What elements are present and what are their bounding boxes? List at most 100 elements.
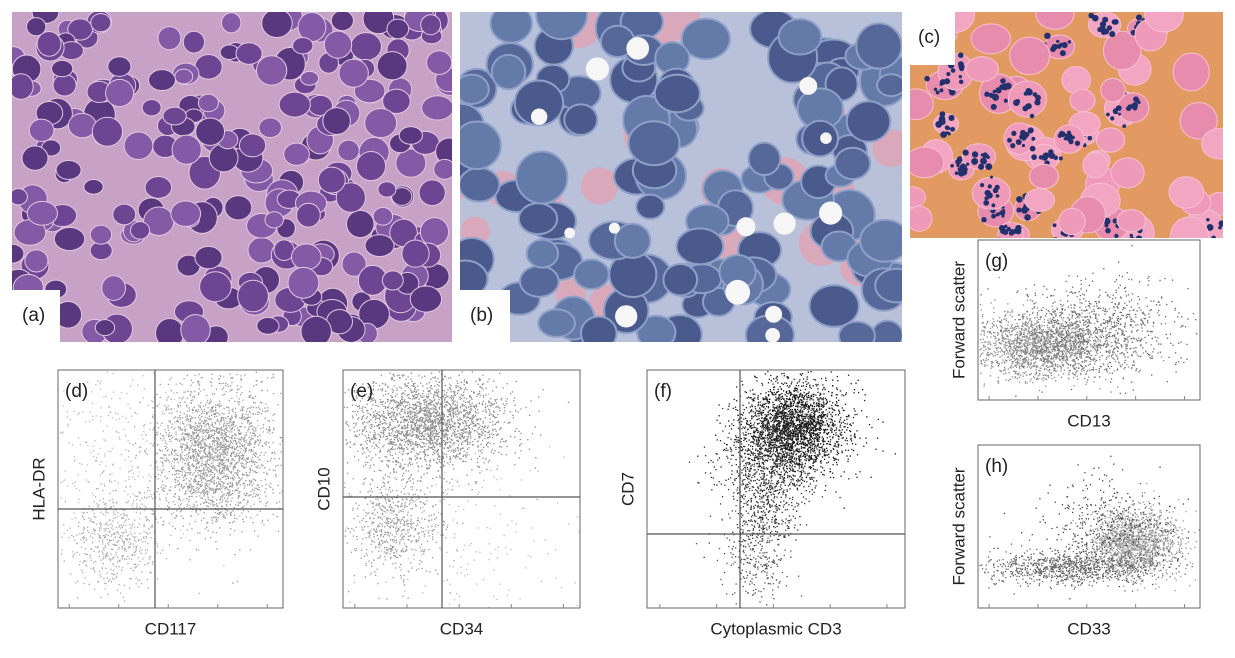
event-dot (145, 541, 146, 542)
event-dot (425, 413, 426, 414)
event-dot (221, 461, 222, 462)
event-dot (125, 530, 126, 531)
event-dot (209, 448, 210, 449)
event-dot (196, 463, 197, 464)
event-dot (217, 419, 218, 420)
event-dot (127, 501, 128, 502)
granule (988, 184, 992, 188)
event-dot (236, 392, 237, 393)
event-dot (239, 417, 240, 418)
event-dot (166, 458, 167, 459)
event-dot (221, 417, 222, 418)
event-dot (207, 400, 208, 401)
event-dot (191, 456, 192, 457)
vacuole (564, 228, 575, 239)
event-dot (370, 441, 371, 442)
event-dot (379, 434, 380, 435)
event-dot (103, 528, 104, 529)
event-dot (203, 478, 204, 479)
event-dot (97, 506, 98, 507)
event-dot (229, 465, 230, 466)
event-dot (191, 392, 192, 393)
event-dot (488, 425, 489, 426)
event-dot (196, 476, 197, 477)
event-dot (231, 463, 232, 464)
event-dot (204, 512, 205, 513)
event-dot (410, 439, 411, 440)
event-dot (458, 449, 459, 450)
event-dot (178, 462, 179, 463)
event-dot (218, 478, 219, 479)
event-dot (406, 470, 407, 471)
granule (984, 92, 989, 97)
event-dot (197, 468, 198, 469)
event-dot (179, 482, 180, 483)
event-dot (401, 410, 402, 411)
event-dot (250, 495, 251, 496)
event-dot (175, 458, 176, 459)
event-dot (208, 471, 209, 472)
event-dot (92, 419, 93, 420)
event-dot (202, 475, 203, 476)
event-dot (227, 498, 228, 499)
event-dot (187, 458, 188, 459)
event-dot (412, 441, 413, 442)
cell (106, 79, 134, 106)
event-dot (135, 551, 136, 552)
event-dot (424, 403, 425, 404)
event-dot (228, 461, 229, 462)
event-dot (396, 462, 397, 463)
cell (453, 122, 501, 170)
event-dot (179, 415, 180, 416)
event-dot (219, 428, 220, 429)
event-dot (403, 448, 404, 449)
event-dot (202, 413, 203, 414)
event-dot (354, 443, 355, 444)
event-dot (118, 549, 119, 550)
event-dot (104, 504, 105, 505)
event-dot (244, 447, 245, 448)
event-dot (414, 424, 415, 425)
event-dot (110, 451, 111, 452)
event-dot (210, 430, 211, 431)
event-dot (108, 415, 109, 416)
event-dot (97, 380, 98, 381)
event-dot (225, 446, 226, 447)
event-dot (125, 538, 126, 539)
event-dot (102, 558, 103, 559)
event-dot (447, 411, 448, 412)
event-dot (505, 400, 506, 401)
event-dot (171, 438, 172, 439)
event-dot (265, 488, 266, 489)
event-dot (375, 405, 376, 406)
event-dot (214, 469, 215, 470)
event-dot (102, 554, 103, 555)
granule (1022, 106, 1028, 112)
cell (1101, 78, 1125, 101)
event-dot (451, 489, 452, 490)
event-dot (138, 586, 139, 587)
event-dot (225, 467, 226, 468)
event-dot (229, 431, 230, 432)
event-dot (182, 432, 183, 433)
event-dot (416, 422, 417, 423)
event-dot (393, 390, 394, 391)
event-dot (178, 496, 179, 497)
event-dot (127, 556, 128, 557)
granule (1088, 136, 1093, 141)
event-dot (247, 414, 248, 415)
event-dot (92, 416, 93, 417)
event-dot (392, 461, 393, 462)
event-dot (195, 460, 196, 461)
event-dot (206, 480, 207, 481)
granule (1045, 153, 1049, 157)
event-dot (168, 436, 169, 437)
event-dot (264, 418, 265, 419)
event-dot (196, 481, 197, 482)
event-dot (73, 556, 74, 557)
event-dot (196, 437, 197, 438)
cell (221, 13, 241, 33)
event-dot (78, 437, 79, 438)
event-dot (182, 474, 183, 475)
event-dot (138, 476, 139, 477)
